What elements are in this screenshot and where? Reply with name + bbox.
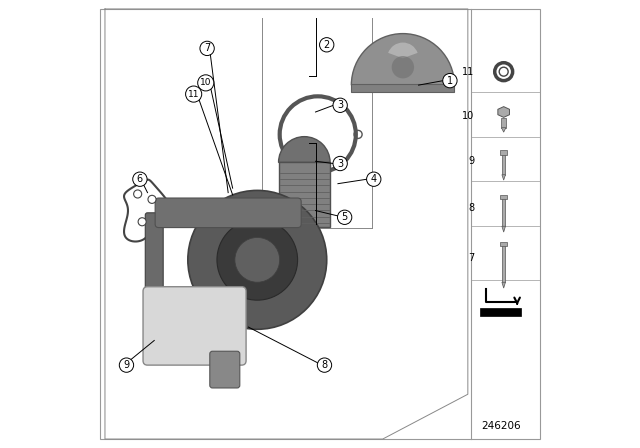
Text: 11: 11 — [462, 67, 475, 77]
Circle shape — [138, 218, 146, 226]
FancyBboxPatch shape — [145, 213, 163, 329]
Text: 8: 8 — [321, 360, 328, 370]
Circle shape — [337, 210, 352, 224]
Text: 6: 6 — [137, 174, 143, 184]
Circle shape — [198, 75, 214, 91]
Bar — [500, 150, 508, 155]
FancyBboxPatch shape — [143, 287, 246, 365]
Circle shape — [317, 358, 332, 372]
Text: 5: 5 — [342, 212, 348, 222]
Polygon shape — [502, 282, 506, 288]
FancyBboxPatch shape — [155, 198, 301, 228]
Circle shape — [148, 195, 156, 203]
Bar — [500, 242, 508, 246]
Circle shape — [333, 156, 348, 171]
Polygon shape — [502, 128, 506, 132]
Text: 7: 7 — [204, 43, 210, 53]
Polygon shape — [502, 226, 506, 232]
Bar — [502, 152, 506, 175]
Bar — [351, 84, 454, 92]
Wedge shape — [278, 137, 330, 163]
Bar — [481, 308, 521, 316]
Circle shape — [134, 190, 141, 198]
Text: 9: 9 — [124, 360, 129, 370]
Circle shape — [119, 358, 134, 372]
Circle shape — [200, 41, 214, 56]
Text: 8: 8 — [468, 203, 475, 213]
Circle shape — [392, 56, 414, 78]
FancyBboxPatch shape — [210, 351, 240, 388]
Circle shape — [188, 190, 327, 329]
Circle shape — [367, 172, 381, 186]
Text: 11: 11 — [188, 90, 200, 99]
Text: 3: 3 — [337, 159, 343, 168]
Circle shape — [132, 172, 147, 186]
Circle shape — [499, 67, 508, 76]
Wedge shape — [351, 34, 454, 85]
Text: 10: 10 — [462, 112, 475, 121]
Polygon shape — [502, 175, 506, 180]
Bar — [502, 118, 506, 128]
Text: 1: 1 — [447, 76, 453, 86]
Circle shape — [443, 73, 457, 88]
Wedge shape — [388, 43, 418, 58]
Text: 3: 3 — [337, 100, 343, 110]
Text: 2: 2 — [324, 40, 330, 50]
Bar — [278, 162, 330, 228]
Circle shape — [235, 237, 280, 282]
Polygon shape — [498, 107, 509, 117]
Circle shape — [186, 86, 202, 102]
Text: 246206: 246206 — [482, 421, 521, 431]
Circle shape — [333, 98, 348, 112]
Text: 9: 9 — [468, 156, 475, 166]
Circle shape — [319, 38, 334, 52]
Bar — [502, 244, 506, 282]
Bar — [500, 195, 508, 199]
Bar — [502, 197, 506, 226]
Text: 10: 10 — [200, 78, 211, 87]
Text: 4: 4 — [371, 174, 377, 184]
Text: 7: 7 — [468, 253, 475, 263]
Circle shape — [217, 220, 298, 300]
